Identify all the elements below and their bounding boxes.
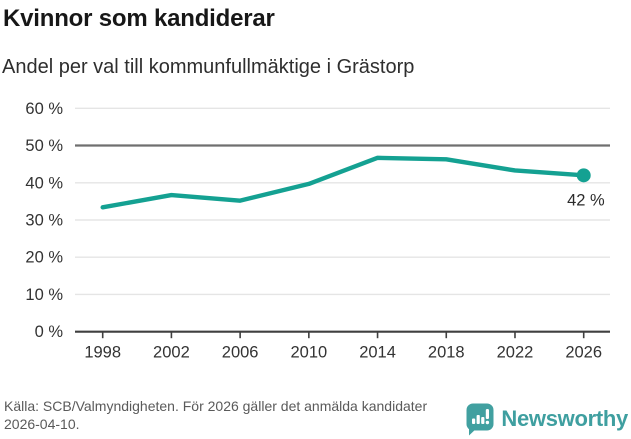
x-tick-label: 2002 (153, 344, 190, 362)
end-point-label: 42 % (567, 191, 605, 209)
source-note: Källa: SCB/Valmyndigheten. För 2026 gäll… (4, 398, 428, 432)
x-tick-label: 2022 (497, 344, 534, 362)
x-tick-label: 2026 (565, 344, 602, 362)
page-title: Kvinnor som kandiderar (3, 5, 275, 32)
x-tick-label: 2010 (290, 344, 327, 362)
brand-name: Newsworthy (501, 406, 628, 431)
x-tick-label: 2014 (359, 344, 396, 362)
y-tick-label: 10 % (25, 286, 63, 304)
x-tick-label: 2018 (428, 344, 465, 362)
y-tick-label: 30 % (25, 212, 63, 230)
newsworthy-icon (466, 403, 494, 436)
brand-logo: Newsworthy (465, 402, 628, 436)
chart-svg: 1998 2002 2006 2010 2014 2018 2022 2026 0 % 10 % 2… (25, 100, 610, 362)
y-tick-label: 0 % (35, 323, 64, 341)
y-tick-label: 60 % (25, 100, 63, 118)
chart-footer: Källa: SCB/Valmyndigheten. För 2026 gäll… (0, 394, 631, 439)
y-tick-label: 50 % (25, 137, 63, 155)
end-point-marker (576, 168, 591, 183)
y-tick-label: 20 % (25, 249, 63, 267)
x-tick-label: 1998 (84, 344, 121, 362)
y-tick-label: 40 % (25, 174, 63, 192)
chart-subtitle: Andel per val till kommunfullmäktige i G… (2, 56, 415, 78)
data-line (100, 155, 586, 210)
x-tick-label: 2006 (222, 344, 259, 362)
